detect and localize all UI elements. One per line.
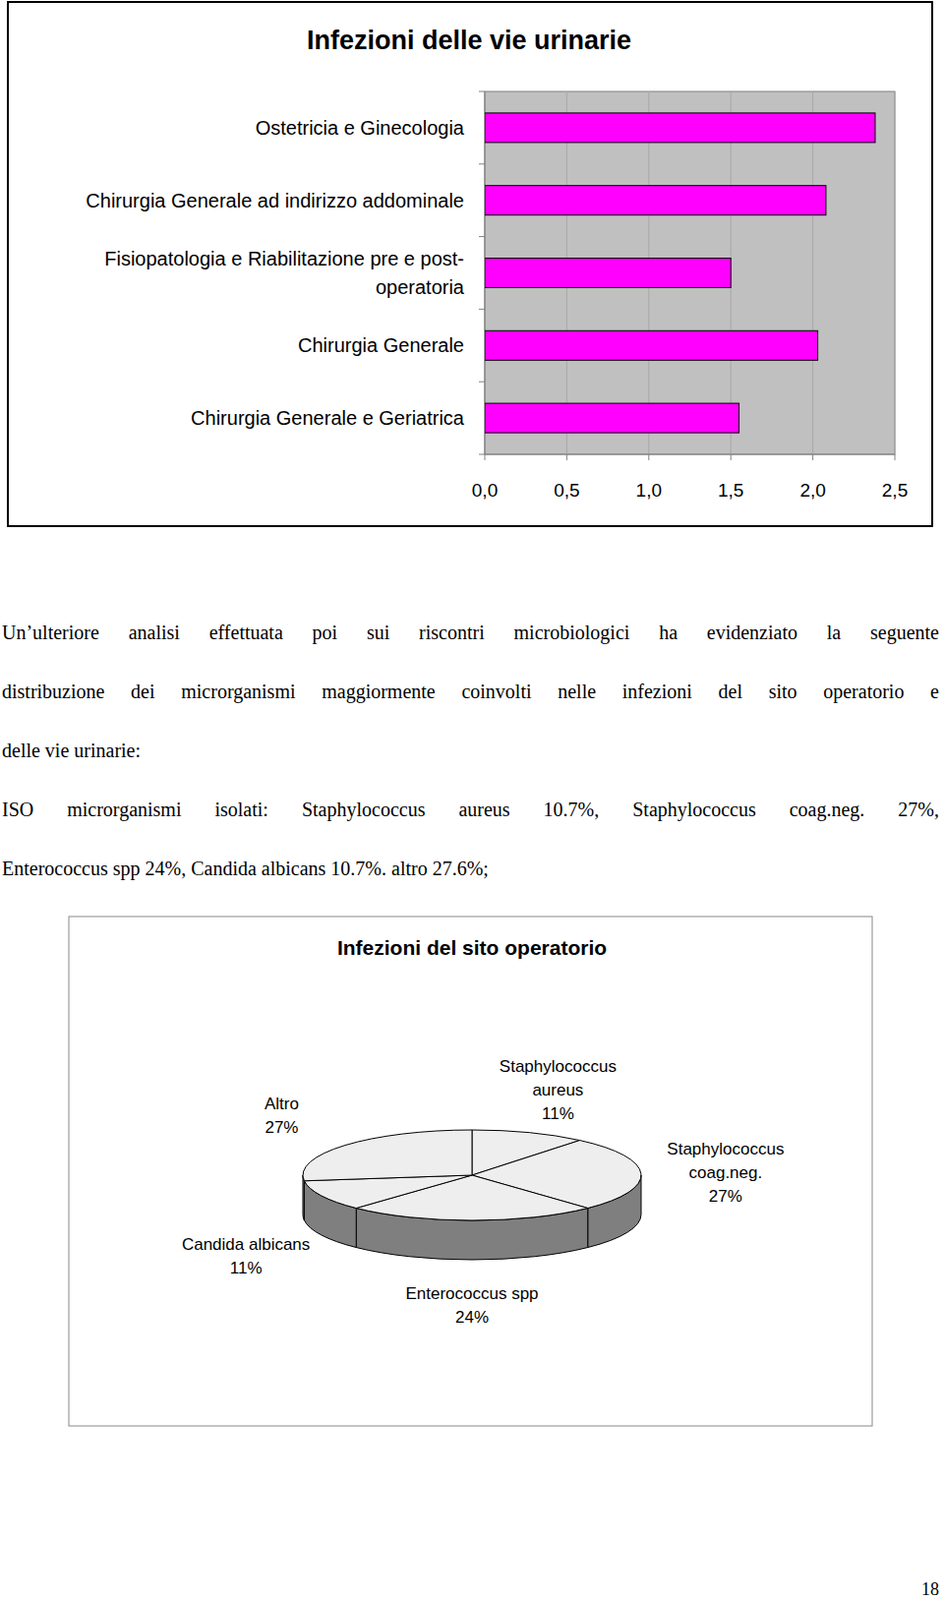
bar xyxy=(484,403,740,433)
text-line: Altro xyxy=(264,1094,299,1114)
bar xyxy=(484,330,819,360)
text-line: Staphylococcus xyxy=(499,1057,617,1076)
text-line: Staphylococcus xyxy=(666,1139,784,1159)
bar xyxy=(484,185,826,216)
tick-label: 2,0 xyxy=(799,479,826,501)
page-number: 18 xyxy=(921,1579,940,1599)
slice-label: Candida albicans xyxy=(181,1235,310,1254)
chart-frame xyxy=(7,1,933,527)
tick-mark xyxy=(894,454,896,461)
tick-mark xyxy=(648,454,649,461)
chart-title: Infezioni delle vie urinarie xyxy=(306,25,632,56)
text-line: Fisiopatologia e Riabilitazione pre e po… xyxy=(104,247,465,270)
bars xyxy=(484,113,876,433)
category-label: Fisiopatologia e Riabilitazione pre e po… xyxy=(104,247,466,298)
text-line: Ostetricia e Ginecologia xyxy=(255,117,466,139)
data-label: 11% xyxy=(541,1104,575,1123)
text-line: 24% xyxy=(455,1307,489,1327)
axis-line xyxy=(484,454,895,456)
category-tick xyxy=(478,308,485,310)
text-line: delle vie urinarie: xyxy=(1,720,940,780)
category-tick xyxy=(478,163,485,165)
text-line: Chirurgia Generale xyxy=(297,334,465,356)
tick-label: 1,0 xyxy=(636,479,662,501)
chart-title: Infezioni del sito operatorio xyxy=(337,936,607,959)
category-tick xyxy=(478,381,485,383)
chart-frame xyxy=(68,916,873,1426)
grid-line xyxy=(812,91,814,455)
data-label: 11% xyxy=(230,1258,263,1278)
text-line: Enterococcus spp xyxy=(405,1284,538,1303)
data-label: 24% xyxy=(455,1307,489,1327)
text-line: Chirurgia Generale ad indirizzo addomina… xyxy=(85,189,465,212)
tick-label: 2,5 xyxy=(882,479,908,501)
page: Infezioni delle vie urinarie 0,0 0,5 1,0 1,5… xyxy=(0,0,944,1600)
category-label: Chirurgia Generale ad indirizzo addomina… xyxy=(85,189,465,212)
text-line: 27% xyxy=(264,1118,298,1137)
tick-label: 0,0 xyxy=(472,479,498,501)
category-label: Chirurgia Generale xyxy=(297,334,465,356)
category-label: Ostetricia e Ginecologia xyxy=(255,117,466,139)
pie-tops xyxy=(302,1129,642,1221)
data-label: 27% xyxy=(708,1186,743,1206)
text-line: ISO microrganismi isolati: Staphylococcu… xyxy=(1,779,940,839)
tick-label: 0,5 xyxy=(553,479,580,501)
tick-mark xyxy=(566,454,568,461)
data-label: 27% xyxy=(264,1118,298,1137)
text-line: operatoria xyxy=(375,276,466,298)
body-text: Un’ulteriore analisi effettuata poi sui … xyxy=(1,602,940,898)
text-line: distribuzione dei microrganismi maggiorm… xyxy=(1,661,940,721)
category-label: Chirurgia Generale e Geriatrica xyxy=(190,407,466,429)
text-line: coag.neg. xyxy=(689,1163,764,1182)
grid-line xyxy=(894,91,896,455)
text-line: Enterococcus spp 24%, Candida albicans 1… xyxy=(1,838,940,898)
category-tick xyxy=(478,236,485,237)
bar xyxy=(484,258,731,289)
text-line: 11% xyxy=(230,1258,263,1278)
tick-mark xyxy=(730,454,732,461)
tick-mark xyxy=(812,454,814,461)
category-tick xyxy=(478,454,485,456)
plot-area xyxy=(484,91,895,455)
bar xyxy=(484,113,876,143)
slice-label: Enterococcus spp xyxy=(405,1284,538,1303)
slice-label: Altro xyxy=(264,1094,299,1114)
slice xyxy=(302,1129,472,1181)
text-line: Candida albicans xyxy=(181,1235,310,1254)
slice-side xyxy=(302,1175,304,1221)
category-tick xyxy=(478,91,485,93)
text-line: 27% xyxy=(708,1186,743,1206)
text-line: Chirurgia Generale e Geriatrica xyxy=(190,407,466,429)
text-line: 11% xyxy=(541,1104,575,1123)
slice-label: Staphylococcus coag.neg. xyxy=(666,1139,784,1182)
text-line: aureus xyxy=(531,1080,584,1100)
tick-mark xyxy=(484,454,486,461)
text-line: Un’ulteriore analisi effettuata poi sui … xyxy=(1,602,940,662)
tick-label: 1,5 xyxy=(717,479,744,501)
slice-label: Staphylococcus aureus xyxy=(499,1057,617,1100)
